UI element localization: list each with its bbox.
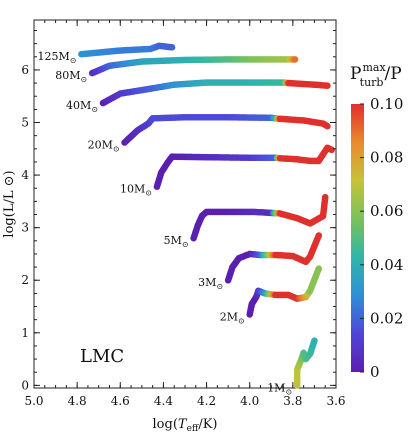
x-tick-label: 3.6 <box>326 394 345 408</box>
colorbar-tick-label: 0.06 <box>370 202 403 220</box>
colorbar-tick-label: 0.02 <box>370 309 403 327</box>
track-point <box>291 56 299 63</box>
track-125m <box>78 42 176 58</box>
track-2m <box>246 265 323 318</box>
mass-label-125m: 125M⊙ <box>37 50 76 65</box>
y-tick-label: 0 <box>21 378 29 392</box>
colorbar-label-suffix: /P <box>384 64 401 84</box>
track-point <box>328 146 335 154</box>
mass-label-10m: 10M⊙ <box>120 183 152 198</box>
track-point <box>324 122 331 130</box>
track-point <box>315 265 323 272</box>
colorbar-tick-label: 0.04 <box>370 256 403 274</box>
x-tick-label: 4.4 <box>154 394 173 408</box>
colorbar-tick-label: 0.08 <box>370 149 403 167</box>
axis-ticks: 5.0 4.8 4.6 4.4 4.2 4.0 3.8 3.6 0 1 2 3 4 5 6 <box>21 20 346 408</box>
colorbar-label-base: P <box>350 64 361 84</box>
track-point <box>168 44 176 51</box>
track-point <box>315 232 323 239</box>
mass-label-40m: 40M⊙ <box>66 99 98 114</box>
colorbar-tick-label: 0.10 <box>370 95 403 113</box>
colorbar: 0 0.02 0.04 0.06 0.08 0.10 Pmax turb/P <box>350 61 403 381</box>
track-80m <box>88 56 299 77</box>
lmc-annotation: LMC <box>80 346 124 367</box>
y-tick-label: 6 <box>21 63 29 77</box>
track-20m <box>121 113 331 146</box>
colorbar-label-sup: max <box>362 61 386 74</box>
x-tick-label: 4.6 <box>111 394 130 408</box>
mass-label-5m: 5M⊙ <box>164 234 189 249</box>
y-tick-label: 4 <box>21 168 29 182</box>
y-tick-label: 5 <box>21 116 29 130</box>
track-point <box>324 82 331 90</box>
colorbar-label-sub: turb <box>360 76 384 89</box>
colorbar-tick-label: 0 <box>370 363 380 381</box>
track-point <box>321 193 329 201</box>
track-10m <box>153 144 335 190</box>
track-5m <box>190 193 329 242</box>
x-axis-label: log(Teff/K) <box>153 417 218 434</box>
mass-label-1m: 1M⊙ <box>267 381 292 396</box>
x-tick-label: 5.0 <box>24 394 43 408</box>
colorbar-bar <box>351 104 364 372</box>
track-3m <box>224 232 323 284</box>
x-tick-label: 4.8 <box>68 394 87 408</box>
mass-label-3m: 3M⊙ <box>198 276 223 291</box>
track-40m <box>99 79 331 107</box>
y-tick-label: 3 <box>21 221 29 235</box>
colorbar-ticks: 0 0.02 0.04 0.06 0.08 0.10 <box>360 95 403 381</box>
track-1m <box>293 337 318 389</box>
mass-label-2m: 2M⊙ <box>220 310 245 325</box>
colorbar-label: Pmax turb/P <box>350 61 402 89</box>
y-axis-label: log(L/L ⊙) <box>2 170 17 237</box>
x-tick-label: 4.2 <box>197 394 216 408</box>
mass-labels: 125M⊙ 80M⊙ 40M⊙ 20M⊙ 10M⊙ 5M⊙ 3M⊙ 2M⊙ 1M⊙ <box>37 50 292 396</box>
mass-label-20m: 20M⊙ <box>88 138 120 153</box>
x-tick-label: 3.8 <box>283 394 302 408</box>
y-tick-label: 1 <box>21 326 29 340</box>
mass-label-80m: 80M⊙ <box>55 69 87 84</box>
x-tick-label: 4.0 <box>240 394 259 408</box>
track-point <box>311 337 318 344</box>
y-tick-label: 2 <box>21 273 29 287</box>
evolution-tracks <box>78 42 335 389</box>
